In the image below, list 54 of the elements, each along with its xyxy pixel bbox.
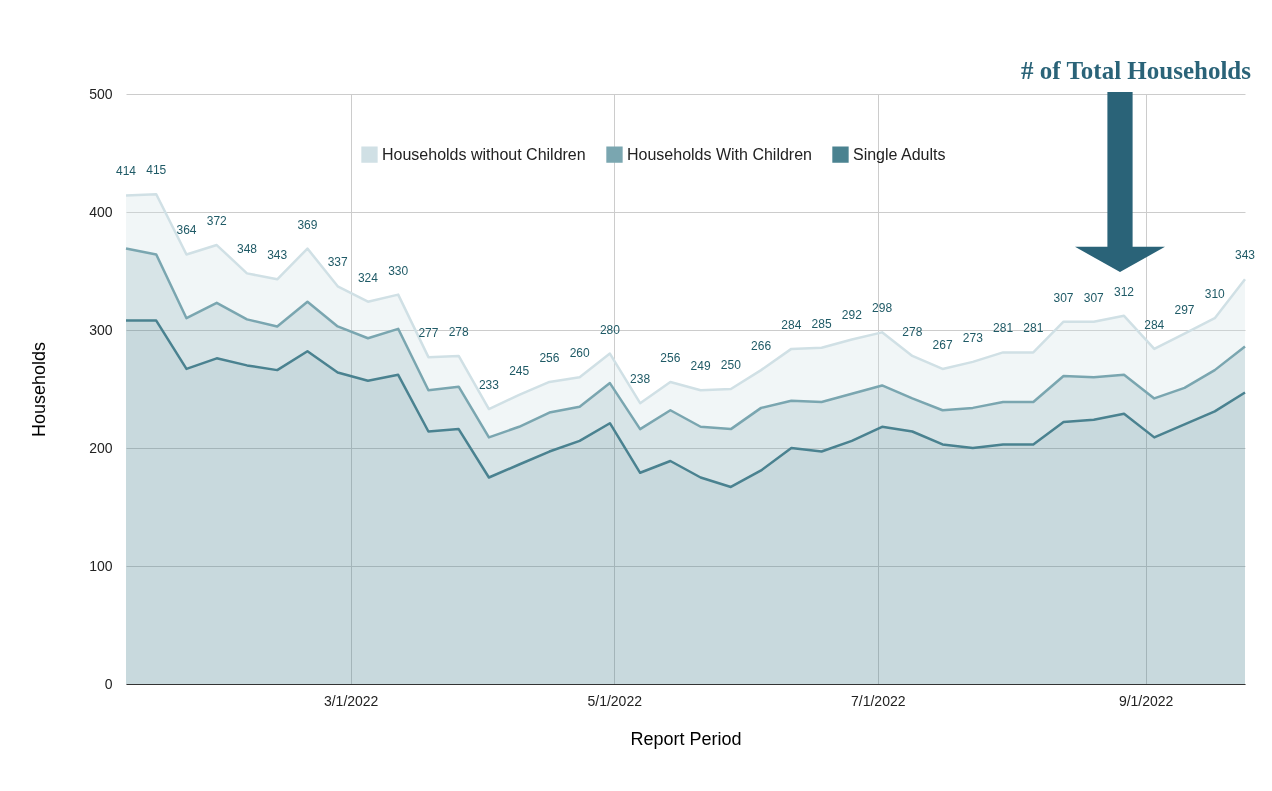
total-label: 285	[811, 316, 832, 331]
total-label: 278	[448, 324, 470, 339]
y-axis-title: Households	[29, 341, 50, 438]
total-label: 277	[418, 326, 439, 341]
y-tick-label: 200	[89, 439, 113, 456]
legend-label: Households without Children	[381, 145, 586, 163]
x-tick-label: 3/1/2022	[323, 692, 379, 709]
total-label: 343	[1234, 248, 1256, 263]
total-label: 307	[1053, 290, 1074, 305]
total-label: 256	[539, 350, 560, 365]
total-label: 372	[206, 214, 228, 229]
x-tick-label: 5/1/2022	[587, 692, 643, 709]
total-label: 284	[781, 317, 802, 332]
total-label: 238	[630, 372, 651, 387]
legend-label: Households With Children	[626, 145, 812, 163]
legend-label: Single Adults	[852, 145, 946, 163]
total-label: 310	[1204, 287, 1226, 302]
total-label: 369	[297, 217, 318, 232]
total-label: 267	[932, 337, 953, 352]
total-label: 266	[751, 339, 772, 354]
total-label: 415	[146, 163, 167, 178]
total-label: 298	[872, 301, 893, 316]
total-label: 245	[509, 363, 530, 378]
total-label: 273	[962, 330, 984, 345]
total-label: 281	[993, 321, 1014, 336]
total-label: 278	[902, 324, 923, 339]
total-label: 312	[1114, 284, 1135, 299]
total-label: 337	[327, 255, 349, 270]
y-tick-label: 100	[89, 557, 113, 574]
total-label: 364	[176, 223, 197, 238]
total-label: 292	[841, 308, 863, 323]
x-tick-label: 9/1/2022	[1118, 692, 1174, 709]
y-tick-label: 300	[89, 321, 113, 338]
total-label: 348	[236, 242, 258, 257]
total-label: 281	[1023, 321, 1044, 336]
y-tick-label: 500	[89, 85, 113, 102]
y-tick-label: 0	[104, 675, 113, 692]
total-label: 343	[267, 248, 288, 263]
y-tick-label: 400	[89, 203, 113, 220]
total-label: 307	[1083, 290, 1105, 305]
total-label: 414	[115, 164, 137, 179]
text: # of Total Households	[1021, 57, 1252, 84]
total-label: 324	[357, 270, 379, 285]
total-label: 256	[660, 350, 681, 365]
total-label: 330	[388, 263, 409, 278]
total-label: 280	[599, 322, 621, 337]
total-label: 284	[1144, 317, 1165, 332]
x-axis-title: Report Period	[630, 728, 742, 749]
total-label: 249	[690, 359, 711, 374]
total-label: 233	[478, 378, 500, 393]
total-label: 260	[569, 346, 590, 361]
total-label: 250	[720, 358, 742, 372]
x-tick-label: 7/1/2022	[851, 692, 906, 709]
total-label: 297	[1174, 302, 1195, 317]
